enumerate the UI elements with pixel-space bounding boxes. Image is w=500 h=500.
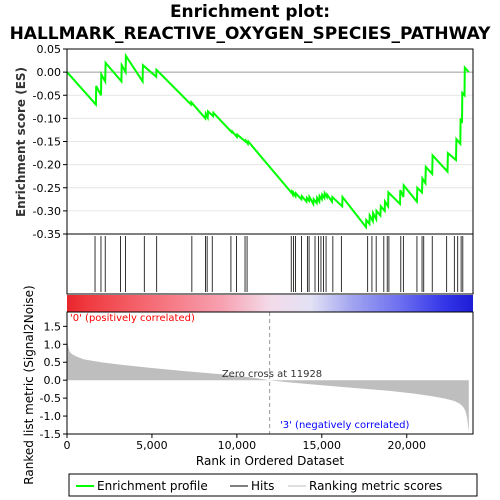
es-y-tick-label: -0.25 (33, 182, 61, 195)
legend-label-hits: Hits (251, 479, 274, 493)
rank-gradient-rect (67, 295, 473, 312)
metric-y-tick-label: 1.0 (44, 338, 62, 351)
legend-box (68, 473, 478, 497)
chart-title-line1: Enrichment plot: (170, 2, 330, 22)
positive-correlated-label: '0' (positively correlated) (70, 313, 195, 324)
x-tick-label: 20,000 (387, 439, 426, 452)
rank-gradient-bar (67, 295, 473, 312)
x-axis-ticks: 0 5,000 10,000 15,000 20,000 (64, 434, 426, 452)
es-y-tick-label: -0.30 (33, 205, 61, 218)
metric-y-ticks: 1.5 1.0 0.5 0.0 -0.5 -1.0 -1.5 (40, 320, 67, 441)
es-y-tick-label: -0.20 (33, 159, 61, 172)
metric-y-tick-label: 0.5 (44, 356, 62, 369)
metric-y-tick-label: -0.5 (40, 392, 61, 405)
x-tick-label: 0 (64, 439, 71, 452)
zero-cross-label: Zero cross at 11928 (222, 369, 322, 380)
legend-label-enrichment: Enrichment profile (97, 479, 208, 493)
x-tick-label: 15,000 (303, 439, 342, 452)
chart-title-line2: HALLMARK_REACTIVE_OXYGEN_SPECIES_PATHWAY (10, 24, 492, 44)
metric-y-tick-label: 1.5 (44, 320, 62, 333)
metric-y-axis-label: Ranked list metric (Signal2Noise) (22, 285, 36, 484)
es-y-tick-label: -0.10 (33, 112, 61, 125)
x-tick-label: 5,000 (136, 439, 168, 452)
es-y-tick-label: 0.00 (37, 66, 62, 79)
es-y-axis-label: Enrichment score (ES) (14, 67, 28, 217)
es-panel: 0.05 0.00 -0.05 -0.10 -0.15 -0.20 -0.25 -0.30 -0… (14, 43, 474, 241)
metric-panel: 1.5 1.0 0.5 0.0 -0.5 -1.0 -1.5 '0' (positively… (22, 285, 474, 485)
metric-y-tick-label: 0.0 (44, 374, 62, 387)
hits-plot-frame (66, 233, 474, 295)
es-y-tick-label: 0.05 (37, 43, 62, 56)
legend: Enrichment profile Hits Ranking metric s… (68, 473, 478, 497)
es-y-ticks: 0.05 0.00 -0.05 -0.10 -0.15 -0.20 -0.25 -0.30 -0… (33, 43, 67, 241)
ranking-metric-area (67, 331, 469, 433)
es-y-tick-label: -0.15 (33, 136, 61, 149)
hit-lines (94, 236, 464, 292)
negative-correlated-label: '3' (negatively correlated) (280, 420, 409, 431)
es-y-tick-label: -0.05 (33, 89, 61, 102)
es-y-tick-label: -0.35 (33, 228, 61, 241)
metric-plot-frame (66, 311, 474, 435)
enrichment-profile-line (66, 52, 470, 230)
metric-y-tick-label: -1.5 (40, 428, 61, 441)
x-axis-label: Rank in Ordered Dataset (196, 454, 344, 468)
legend-label-metric: Ranking metric scores (309, 479, 442, 493)
hits-panel (66, 233, 474, 295)
metric-y-tick-label: -1.0 (40, 410, 61, 423)
x-tick-label: 10,000 (218, 439, 257, 452)
